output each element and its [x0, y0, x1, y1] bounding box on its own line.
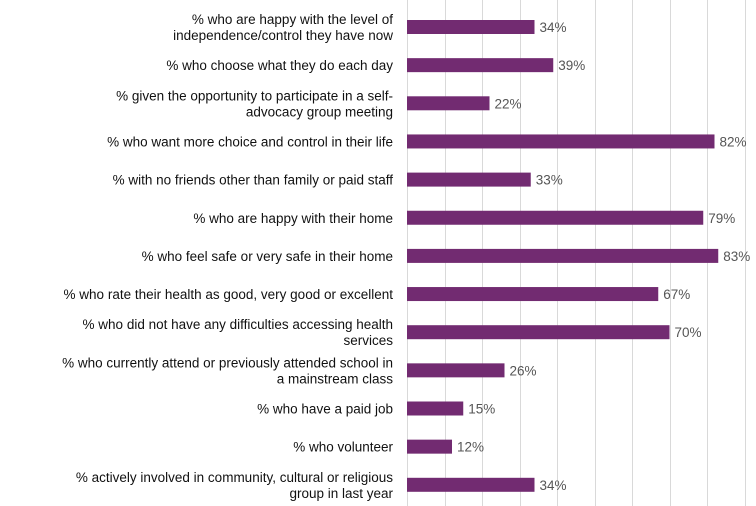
bar-3 [407, 134, 715, 149]
category-label-1: % who choose what they do each day [166, 58, 393, 73]
category-label-4: % with no friends other than family or p… [113, 173, 394, 188]
category-label-8: % who did not have any difficulties acce… [83, 317, 394, 348]
value-label-6: 83% [723, 249, 750, 264]
category-label-11: % who volunteer [293, 440, 393, 455]
bar-12 [407, 477, 535, 492]
value-label-5: 79% [708, 211, 735, 226]
bar-5 [407, 210, 704, 225]
value-label-4: 33% [536, 173, 563, 188]
value-label-12: 34% [540, 478, 567, 493]
bars [407, 20, 719, 492]
bar-7 [407, 287, 659, 302]
category-label-5: % who are happy with their home [193, 211, 393, 226]
value-label-1: 39% [558, 58, 585, 73]
value-label-3: 82% [720, 134, 747, 149]
category-label-2: % given the opportunity to participate i… [116, 88, 393, 119]
category-label-9: % who currently attend or previously att… [62, 355, 393, 386]
value-label-11: 12% [457, 440, 484, 455]
category-label-7: % who rate their health as good, very go… [64, 287, 394, 302]
category-label-3: % who want more choice and control in th… [107, 134, 393, 149]
value-label-8: 70% [675, 325, 702, 340]
value-label-7: 67% [663, 287, 690, 302]
value-label-0: 34% [540, 20, 567, 35]
bar-11 [407, 439, 452, 454]
category-labels: % who are happy with the level of indepen… [62, 12, 393, 501]
category-label-6: % who feel safe or very safe in their ho… [142, 249, 393, 264]
category-label-12: % actively involved in community, cultur… [76, 470, 394, 501]
category-label-10: % who have a paid job [257, 402, 393, 417]
bar-1 [407, 58, 554, 73]
bar-4 [407, 172, 531, 187]
value-label-10: 15% [468, 402, 495, 417]
bar-8 [407, 325, 670, 340]
bar-6 [407, 248, 719, 263]
value-labels: 34% 39% 22% 82% 33% 79% 83% 67% 70% 26% 15% 12% 34% [457, 20, 750, 493]
value-label-2: 22% [495, 96, 522, 111]
bar-2 [407, 96, 490, 111]
bar-9 [407, 363, 505, 378]
category-label-0: % who are happy with the level of indepen… [173, 12, 393, 43]
value-label-9: 26% [510, 363, 537, 378]
bar-0 [407, 20, 535, 34]
bar-10 [407, 401, 464, 416]
